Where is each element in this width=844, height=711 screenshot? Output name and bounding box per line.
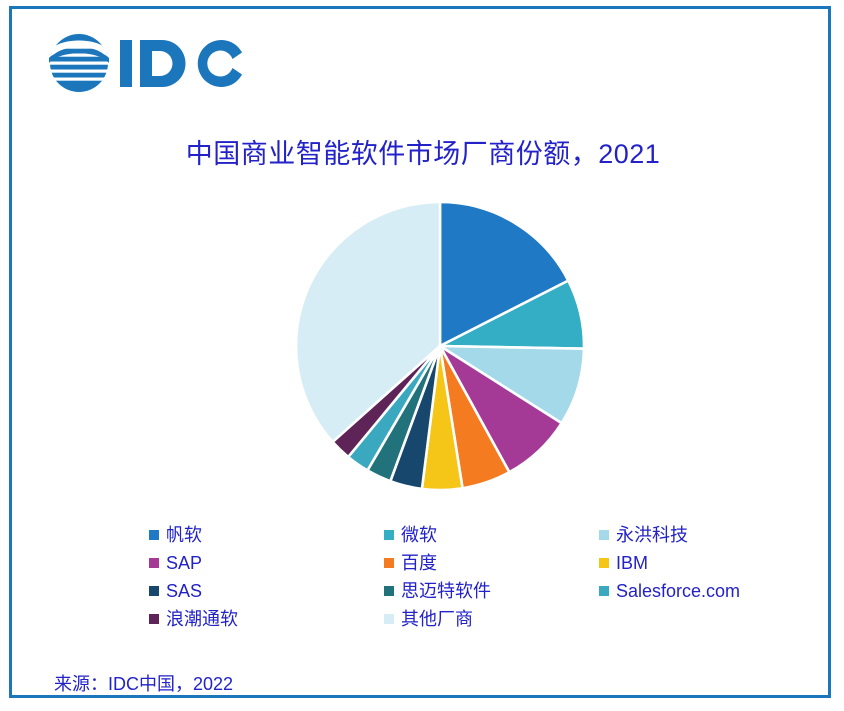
legend-item-label: SAS [166,581,203,601]
legend-swatch-icon [149,558,159,568]
legend-item[interactable]: 百度 [384,549,599,577]
pie-chart [293,196,593,496]
legend-swatch-icon [599,558,609,568]
legend-item-label: 帆软 [166,525,202,545]
chart-legend: 帆软 微软 永洪科技 SAP 百度 IBM SAS 思迈特软件 Salesforce.com 浪潮… [149,521,769,633]
legend-item-label: 永洪科技 [616,525,688,545]
legend-swatch-icon [599,586,609,596]
legend-swatch-icon [149,614,159,624]
legend-item[interactable]: 其他厂商 [384,605,599,633]
chart-card: 中国商业智能软件市场厂商份额，2021 帆软 微软 永洪科技 SAP 百度 IBM SAS 思… [9,6,831,698]
legend-swatch-icon [384,558,394,568]
legend-item-label: 微软 [401,525,437,545]
legend-item-label: 思迈特软件 [401,581,491,601]
idc-wordmark [120,40,242,87]
legend-item[interactable]: 永洪科技 [599,521,769,549]
legend-item-label: 百度 [401,553,437,573]
legend-item[interactable]: 思迈特软件 [384,577,599,605]
pie-slice [438,200,570,348]
legend-swatch-icon [384,586,394,596]
legend-swatch-icon [149,586,159,596]
legend-swatch-icon [599,530,609,540]
legend-item[interactable]: 微软 [384,521,599,549]
legend-swatch-icon [149,530,159,540]
legend-item[interactable]: SAS [149,577,384,605]
idc-globe-icon [49,34,109,92]
legend-swatch-icon [384,614,394,624]
legend-item[interactable]: IBM [599,549,769,577]
legend-item-label: SAP [166,553,203,573]
page-title: 中国商业智能软件市场厂商份额，2021 [185,139,661,169]
pie-slice [294,200,442,444]
legend-item[interactable]: 浪潮通软 [149,605,384,633]
legend-item-label: 其他厂商 [401,609,473,629]
legend-item[interactable]: SAP [149,549,384,577]
source-note: 来源：IDC中国，2022 [54,674,234,694]
pie-chart-svg [294,200,586,492]
legend-item-label: 浪潮通软 [166,609,238,629]
legend-swatch-icon [384,530,394,540]
legend-item-label: Salesforce.com [616,581,741,601]
legend-item-label: IBM [616,553,649,573]
legend-item[interactable]: 帆软 [149,521,384,549]
idc-logo [46,32,246,94]
legend-item[interactable]: Salesforce.com [599,577,769,605]
